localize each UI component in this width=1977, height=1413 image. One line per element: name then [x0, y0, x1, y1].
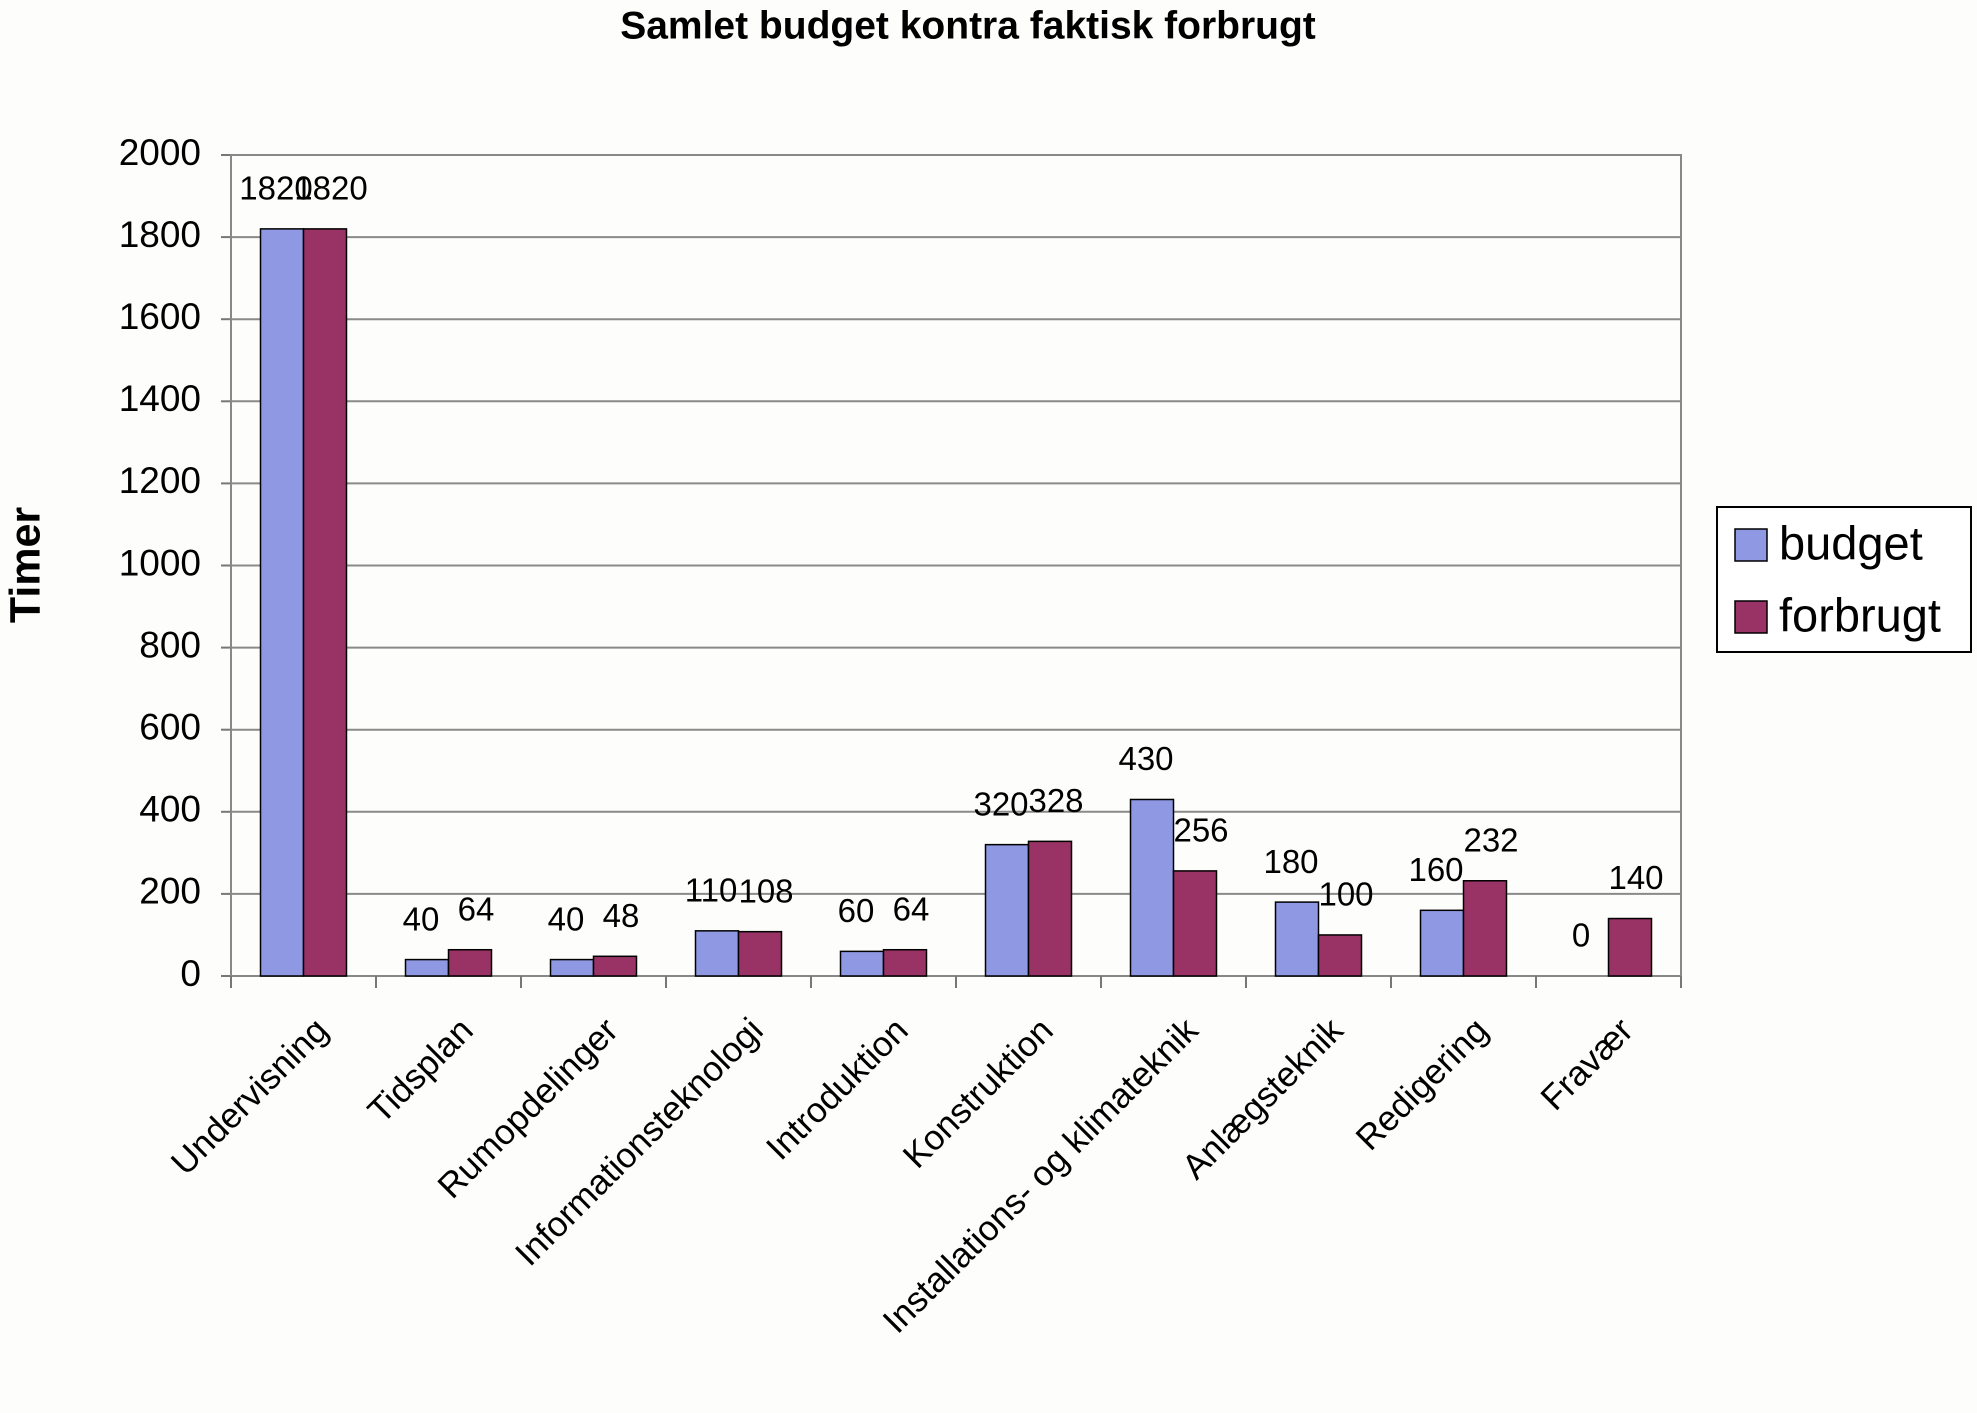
legend-swatch — [1734, 528, 1768, 562]
x-tick-label: Konstruktion — [896, 1011, 1061, 1176]
y-tick-label: 1400 — [119, 378, 201, 419]
legend-label: forbrugt — [1779, 588, 1941, 641]
bar — [694, 930, 740, 977]
x-tick-label: Tidsplan — [360, 1011, 480, 1131]
value-label: 0 — [1572, 917, 1590, 954]
value-label: 180 — [1263, 843, 1318, 880]
y-tick-label: 1000 — [119, 542, 201, 583]
bar — [1274, 901, 1320, 977]
y-tick-label: 800 — [139, 624, 201, 665]
y-tick-label: 2000 — [119, 132, 201, 173]
value-label: 40 — [403, 900, 440, 937]
y-tick-label: 1600 — [119, 296, 201, 337]
bar — [882, 948, 928, 977]
value-label: 100 — [1318, 876, 1373, 913]
bar — [447, 948, 493, 977]
y-tick-label: 1800 — [119, 214, 201, 255]
y-tick-label: 600 — [139, 706, 201, 747]
y-tick-label: 200 — [139, 871, 201, 912]
bar — [302, 228, 348, 977]
value-label: 64 — [458, 890, 495, 927]
value-label: 40 — [548, 900, 585, 937]
x-tick-label: Informationsteknologi — [508, 1011, 771, 1274]
y-tick-label: 400 — [139, 789, 201, 830]
bar — [1462, 880, 1508, 977]
value-label: 1820 — [239, 170, 312, 207]
value-label: 256 — [1173, 812, 1228, 849]
y-tick-label: 0 — [180, 953, 201, 994]
y-axis-label: Timer — [1, 507, 49, 624]
chart-title: Samlet budget kontra faktisk forbrugt — [620, 4, 1316, 47]
legend-swatch — [1734, 600, 1768, 634]
bar — [404, 958, 450, 977]
legend-label: budget — [1779, 516, 1923, 569]
bar — [1027, 840, 1073, 977]
value-label: 110 — [685, 872, 738, 909]
bar — [1607, 917, 1653, 977]
x-tick-label: Redigering — [1348, 1011, 1495, 1158]
value-label: 320 — [973, 785, 1028, 822]
y-tick-label: 1200 — [119, 460, 201, 501]
value-label: 160 — [1408, 851, 1463, 888]
bar — [592, 955, 638, 977]
bar — [984, 843, 1030, 977]
value-label: 108 — [738, 872, 793, 909]
bar — [1172, 870, 1218, 977]
x-tick-label: Introduktion — [759, 1011, 916, 1168]
value-label: 1820 — [294, 170, 367, 207]
bar — [1129, 798, 1175, 977]
bar — [1419, 909, 1465, 977]
x-tick-label: Fravær — [1533, 1010, 1641, 1118]
bar — [839, 950, 885, 977]
bar — [259, 228, 305, 977]
value-label: 430 — [1118, 740, 1173, 777]
bar — [1317, 934, 1363, 977]
value-label: 140 — [1608, 859, 1663, 896]
value-label: 232 — [1463, 821, 1518, 858]
x-tick-label: Installations- og klimateknik — [876, 1010, 1207, 1341]
bar — [549, 958, 595, 977]
x-tick-label: Undervisning — [164, 1011, 336, 1183]
bar — [737, 930, 783, 977]
value-label: 64 — [893, 890, 930, 927]
value-label: 60 — [838, 892, 875, 929]
value-label: 48 — [603, 897, 640, 934]
value-label: 328 — [1028, 782, 1083, 819]
